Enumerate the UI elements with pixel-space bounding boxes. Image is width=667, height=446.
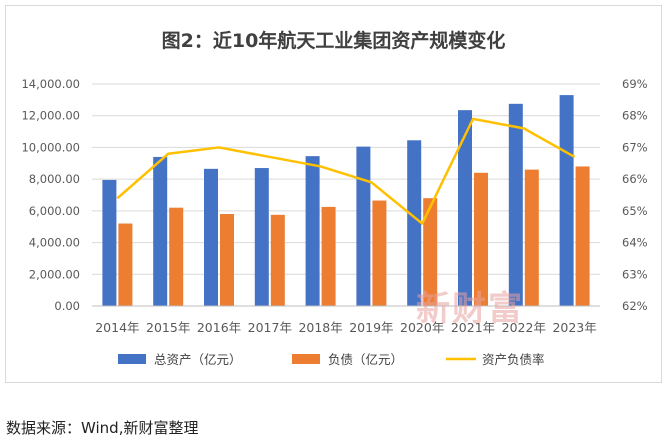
bar-liabilities — [118, 223, 133, 306]
y-right-tick-label: 69% — [622, 77, 648, 91]
bar-total-assets — [204, 168, 218, 306]
bar-liabilities — [321, 206, 336, 306]
y-right-tick-label: 66% — [622, 172, 648, 186]
legend-label: 负债（亿元） — [328, 352, 403, 367]
y-left-tick-label: 12,000.00 — [21, 109, 80, 123]
y-left-tick-label: 2,000.00 — [29, 267, 80, 281]
x-tick-label: 2021年 — [451, 320, 495, 335]
y-left-tick-label: 4,000.00 — [29, 236, 80, 250]
x-tick-label: 2020年 — [400, 320, 444, 335]
y-right-tick-label: 67% — [622, 140, 648, 154]
bar-total-assets — [407, 140, 422, 306]
legend-label: 资产负债率 — [482, 352, 545, 367]
source-note: 数据来源：Wind,新财富整理 — [6, 419, 199, 437]
legend-swatch — [292, 354, 320, 364]
x-tick-label: 2017年 — [248, 320, 292, 335]
legend-label: 总资产（亿元） — [154, 352, 242, 367]
bar-liabilities — [270, 214, 285, 306]
bar-total-assets — [559, 95, 574, 306]
y-left-tick-label: 6,000.00 — [29, 204, 80, 218]
bar-liabilities — [524, 169, 539, 306]
chart-title: 图2：近10年航天工业集团资产规模变化 — [161, 30, 506, 52]
bar-liabilities — [169, 207, 184, 306]
x-tick-label: 2015年 — [146, 320, 190, 335]
bar-liabilities — [575, 166, 590, 306]
y-left-tick-label: 14,000.00 — [21, 77, 80, 91]
x-tick-label: 2014年 — [95, 320, 139, 335]
y-right-tick-label: 65% — [622, 204, 648, 218]
bar-total-assets — [458, 110, 472, 307]
watermark-text: 新财富 — [416, 289, 524, 329]
bar-total-assets — [508, 103, 523, 306]
bar-total-assets — [254, 168, 269, 306]
y-left-tick-label: 0.00 — [54, 299, 80, 313]
y-right-tick-label: 62% — [622, 299, 648, 313]
y-right-tick-label: 68% — [622, 109, 648, 123]
bar-liabilities — [423, 198, 438, 306]
bar-total-assets — [356, 146, 371, 306]
y-right-tick-label: 63% — [622, 267, 648, 281]
legend-swatch — [118, 354, 146, 364]
bar-total-assets — [305, 156, 320, 306]
bar-liabilities — [220, 214, 234, 306]
x-tick-label: 2018年 — [298, 320, 342, 335]
bar-liabilities — [474, 172, 488, 306]
bar-liabilities — [372, 200, 387, 306]
x-tick-label: 2022年 — [502, 320, 546, 335]
x-tick-label: 2016年 — [197, 320, 241, 335]
bar-total-assets — [102, 179, 117, 306]
x-tick-label: 2019年 — [349, 320, 393, 335]
x-tick-label: 2023年 — [552, 320, 596, 335]
y-left-tick-label: 10,000.00 — [21, 140, 80, 154]
bar-total-assets — [153, 156, 168, 306]
line-debt-ratio — [116, 117, 576, 225]
y-left-tick-label: 8,000.00 — [29, 172, 80, 186]
y-right-tick-label: 64% — [622, 236, 648, 250]
